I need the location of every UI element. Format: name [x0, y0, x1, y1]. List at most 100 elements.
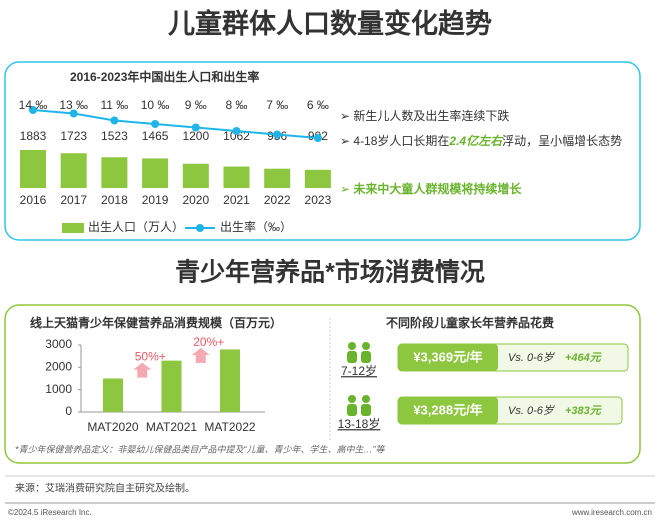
kid-icon	[348, 395, 356, 403]
delta: +464元	[565, 352, 602, 364]
legend-swatch	[62, 223, 84, 233]
bullet-text: 4-18岁人口长期在	[353, 134, 450, 148]
x-tick-label: 2021	[223, 193, 250, 207]
bullet-text: 新生儿人数及出生率连续下跌	[353, 109, 510, 123]
row-highlight	[398, 344, 498, 371]
x-tick-label: 2022	[264, 193, 291, 207]
bullet-text: 2.4亿左右	[449, 134, 503, 148]
kid-icon	[348, 342, 356, 350]
bullet-icon: ➢	[340, 109, 354, 123]
line-value-label: 13 ‰	[59, 98, 88, 112]
bar-value-label: 1523	[101, 129, 128, 143]
amount: ¥3,369元/年	[413, 349, 482, 364]
line-point	[29, 106, 37, 114]
kid-icon	[361, 351, 371, 363]
x-tick-label: MAT2021	[146, 420, 197, 434]
line-point	[69, 109, 78, 118]
section-title: 青少年营养品*市场消费情况	[175, 258, 485, 287]
bar-value-label: 1465	[142, 129, 169, 143]
group-label: 13-18岁	[338, 416, 381, 431]
legend-label: 出生人口（万人）	[88, 220, 184, 234]
annotation: 20%+	[193, 335, 224, 349]
x-tick-label: 2020	[182, 193, 209, 207]
bar	[20, 150, 46, 188]
line-point	[191, 123, 200, 132]
line-value-label: 14 ‰	[19, 98, 48, 112]
delta: +383元	[565, 405, 602, 417]
x-tick-label: 2023	[305, 193, 332, 207]
spending-row: 7-12岁 ¥3,369元/年 Vs. 0-6岁 +464元	[341, 342, 629, 378]
line-value-label: 10 ‰	[141, 98, 170, 112]
y-tick-label: 0	[65, 404, 72, 418]
amount: ¥3,288元/年	[413, 402, 482, 417]
y-tick-label: 1000	[45, 382, 72, 396]
spending-row: 13-18岁 ¥3,288元/年 Vs. 0-6岁 +383元	[338, 395, 623, 431]
kid-icon	[362, 342, 370, 350]
group-label: 7-12岁	[341, 363, 377, 378]
line-point	[273, 130, 282, 139]
bar-value-label: 1883	[20, 129, 47, 143]
x-tick-label: MAT2022	[204, 420, 255, 434]
bar-value-label: 1062	[223, 129, 250, 143]
chart-title: 线上天猫青少年保健营养品消费规模（百万元）	[30, 315, 282, 330]
panel-border	[4, 304, 641, 464]
x-tick-label: 2019	[142, 193, 169, 207]
x-tick-label: 2018	[101, 193, 128, 207]
bullet-icon: ➢	[340, 134, 354, 148]
line-point	[232, 127, 241, 135]
bar	[103, 378, 123, 412]
line-point	[151, 120, 160, 128]
line-value-label: 8 ‰	[225, 98, 247, 112]
bullet: ➢ 4-18岁人口长期在2.4亿左右浮动，呈小幅增长态势	[340, 132, 640, 151]
bullet: ➢ 未来中大童人群规模将持续增长	[340, 180, 640, 199]
copyright: ©2024.5 iResearch Inc.	[8, 508, 92, 517]
bullet-text: 浮动，呈小幅增长态势	[502, 134, 623, 148]
legend-label: 出生率（‰）	[220, 219, 292, 234]
x-tick-label: MAT2020	[87, 420, 138, 434]
legend-swatch	[196, 224, 204, 232]
panel-title: 不同阶段儿童家长年营养品花费	[386, 315, 554, 330]
line-value-label: 9 ‰	[185, 98, 207, 112]
bullet-text: 未来中大童人群规模将持续增长	[353, 182, 522, 196]
bar-value-label: 1200	[182, 129, 209, 143]
source: 来源：艾瑞消费研究院自主研究及绘制。	[15, 482, 195, 495]
line-value-label: 11 ‰	[101, 98, 129, 112]
panel-border	[4, 61, 641, 241]
bar	[161, 360, 182, 412]
line	[32, 109, 318, 139]
annotation: 50%+	[135, 350, 166, 364]
bar	[182, 163, 209, 188]
x-tick-label: 2016	[20, 193, 47, 207]
y-tick-label: 3000	[45, 337, 72, 351]
y-tick-label: 2000	[45, 360, 72, 374]
row-highlight	[398, 397, 498, 424]
line-point	[313, 134, 322, 142]
bullet-icon: ➢	[340, 182, 354, 196]
bar	[60, 153, 87, 188]
compare: Vs. 0-6岁	[508, 351, 555, 364]
kid-icon	[347, 351, 357, 363]
line-value-label: 7 ‰	[266, 98, 288, 112]
bar	[223, 166, 250, 188]
kid-icon	[347, 404, 357, 416]
url: www.iresearch.com.cn	[571, 508, 652, 517]
kid-icon	[361, 404, 371, 416]
bar	[101, 157, 128, 188]
footnote: *青少年保健营养品定义：非婴幼儿保健品类目产品中提及“儿童、青少年、学生、高中生…	[15, 444, 386, 454]
growth-arrow	[133, 362, 152, 378]
bar-value-label: 1723	[60, 129, 87, 143]
bullet: ➢ 新生儿人数及出生率连续下跌	[340, 107, 640, 126]
bar	[304, 169, 331, 188]
growth-arrow	[191, 348, 210, 364]
chart-title: 2016-2023年中国出生人口和出生率	[70, 69, 259, 84]
line-point	[110, 116, 119, 125]
bar	[264, 168, 291, 188]
compare: Vs. 0-6岁	[508, 404, 555, 417]
bar	[142, 158, 169, 188]
bar	[220, 349, 240, 412]
page-title: 儿童群体人口数量变化趋势	[168, 8, 492, 39]
line-value-label: 6 ‰	[307, 98, 329, 112]
kid-icon	[362, 395, 370, 403]
